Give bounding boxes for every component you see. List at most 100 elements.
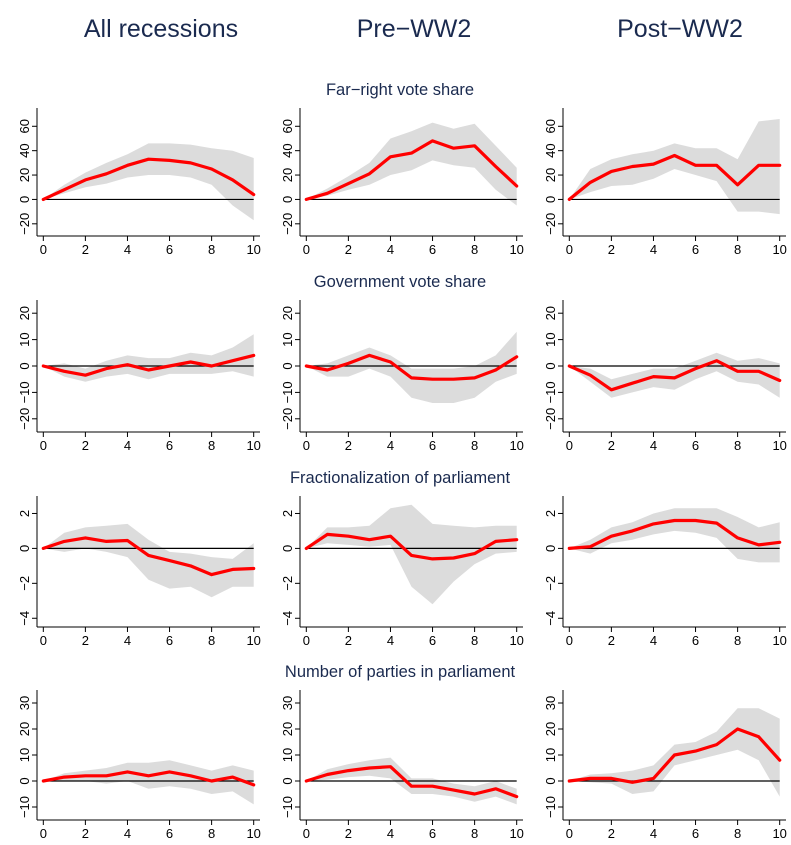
y-tick-label: −2 <box>543 576 558 591</box>
y-tick-label: −2 <box>280 576 295 591</box>
panel-r1-c2: −20 −10 0 10 20 0 2 4 6 8 10 <box>543 300 787 453</box>
y-axis: −4 −2 0 2 <box>280 496 301 627</box>
x-tick-label: 10 <box>509 633 523 648</box>
y-tick-label: 60 <box>280 119 295 133</box>
column-title-pre-ww2: Pre−WW2 <box>357 15 472 43</box>
y-tick-label: 2 <box>17 510 32 517</box>
y-tick-label: −4 <box>543 611 558 626</box>
y-tick-label: 30 <box>17 696 32 710</box>
x-tick-label: 8 <box>471 633 478 648</box>
y-tick-label: −20 <box>280 408 295 430</box>
x-tick-label: 6 <box>429 633 436 648</box>
x-tick-label: 0 <box>566 826 573 841</box>
x-tick-label: 10 <box>246 826 260 841</box>
y-tick-label: 20 <box>280 722 295 736</box>
panel-r0-c0: −20 0 20 40 60 0 2 4 6 8 10 <box>17 108 261 257</box>
x-tick-label: 4 <box>650 826 657 841</box>
x-tick-label: 8 <box>208 242 215 257</box>
x-tick-label: 8 <box>208 633 215 648</box>
x-tick-label: 4 <box>387 438 394 453</box>
y-tick-label: −20 <box>17 408 32 430</box>
x-tick-label: 8 <box>208 826 215 841</box>
row-title-far-right-vote-share: Far−right vote share <box>326 81 474 99</box>
confidence-band <box>306 331 517 403</box>
x-tick-label: 2 <box>345 826 352 841</box>
estimate-line <box>41 770 256 787</box>
x-tick-label: 2 <box>608 438 615 453</box>
y-axis: −20 0 20 40 60 <box>17 108 38 236</box>
y-tick-label: 20 <box>17 722 32 736</box>
y-tick-label: 40 <box>17 143 32 157</box>
estimate-line <box>304 353 519 381</box>
y-tick-label: 0 <box>280 545 295 552</box>
x-tick-label: 0 <box>40 438 47 453</box>
y-tick-label: −20 <box>17 213 32 235</box>
x-tick-label: 2 <box>345 633 352 648</box>
x-tick-label: 2 <box>345 242 352 257</box>
y-tick-label: −4 <box>17 611 32 626</box>
y-tick-label: −10 <box>17 796 32 818</box>
x-tick-label: 6 <box>429 242 436 257</box>
x-tick-label: 8 <box>734 826 741 841</box>
y-tick-label: 0 <box>280 777 295 784</box>
panel-r1-c0: −20 −10 0 10 20 0 2 4 6 8 10 <box>17 300 261 453</box>
y-tick-label: −10 <box>543 796 558 818</box>
y-tick-label: 40 <box>280 143 295 157</box>
x-tick-label: 0 <box>566 242 573 257</box>
x-tick-label: 0 <box>303 633 310 648</box>
x-tick-label: 6 <box>692 633 699 648</box>
x-tick-label: 4 <box>387 826 394 841</box>
y-tick-label: −4 <box>280 611 295 626</box>
column-title-all-recessions: All recessions <box>84 15 238 43</box>
y-tick-label: 0 <box>543 545 558 552</box>
confidence-band <box>306 122 517 206</box>
x-tick-label: 0 <box>40 826 47 841</box>
y-tick-label: −20 <box>280 213 295 235</box>
panel-r3-c1: −10 0 10 20 30 0 2 4 6 8 10 <box>280 690 524 841</box>
x-tick-label: 10 <box>772 242 786 257</box>
y-axis: −10 0 10 20 30 <box>17 690 38 820</box>
x-tick-label: 8 <box>471 438 478 453</box>
y-axis: −20 −10 0 10 20 <box>17 300 38 432</box>
row-title-government-vote-share: Government vote share <box>314 273 486 291</box>
y-tick-label: −2 <box>17 576 32 591</box>
panel-r3-c2: −10 0 10 20 30 0 2 4 6 8 10 <box>543 690 787 841</box>
y-tick-label: −10 <box>280 796 295 818</box>
y-axis: −20 −10 0 10 20 <box>543 300 564 432</box>
x-tick-label: 10 <box>509 438 523 453</box>
x-tick-label: 8 <box>471 826 478 841</box>
x-axis: 0 2 4 6 8 10 <box>563 819 787 841</box>
x-tick-label: 6 <box>166 438 173 453</box>
confidence-band <box>43 143 254 221</box>
x-tick-label: 2 <box>82 438 89 453</box>
y-tick-label: 0 <box>543 196 558 203</box>
x-axis: 0 2 4 6 8 10 <box>563 235 787 257</box>
x-axis: 0 2 4 6 8 10 <box>37 626 261 648</box>
estimate-line <box>567 518 782 551</box>
x-tick-label: 2 <box>82 633 89 648</box>
x-tick-label: 2 <box>608 633 615 648</box>
confidence-band <box>43 334 254 382</box>
y-tick-label: 40 <box>543 143 558 157</box>
x-tick-label: 4 <box>387 242 394 257</box>
x-tick-label: 6 <box>166 633 173 648</box>
x-tick-label: 0 <box>566 633 573 648</box>
x-tick-label: 10 <box>246 633 260 648</box>
y-tick-label: −10 <box>280 381 295 403</box>
y-tick-label: 60 <box>543 119 558 133</box>
x-tick-label: 0 <box>303 242 310 257</box>
x-tick-label: 4 <box>650 438 657 453</box>
confidence-band <box>569 508 780 563</box>
x-axis: 0 2 4 6 8 10 <box>300 819 524 841</box>
y-tick-label: 2 <box>543 510 558 517</box>
x-tick-label: 10 <box>509 826 523 841</box>
y-tick-label: 10 <box>543 748 558 762</box>
confidence-band <box>43 760 254 805</box>
x-tick-label: 4 <box>124 633 131 648</box>
x-tick-label: 4 <box>124 242 131 257</box>
y-tick-label: 20 <box>543 168 558 182</box>
x-tick-label: 2 <box>608 826 615 841</box>
row-title-fractionalization: Fractionalization of parliament <box>290 469 511 487</box>
y-tick-label: 10 <box>17 332 32 346</box>
